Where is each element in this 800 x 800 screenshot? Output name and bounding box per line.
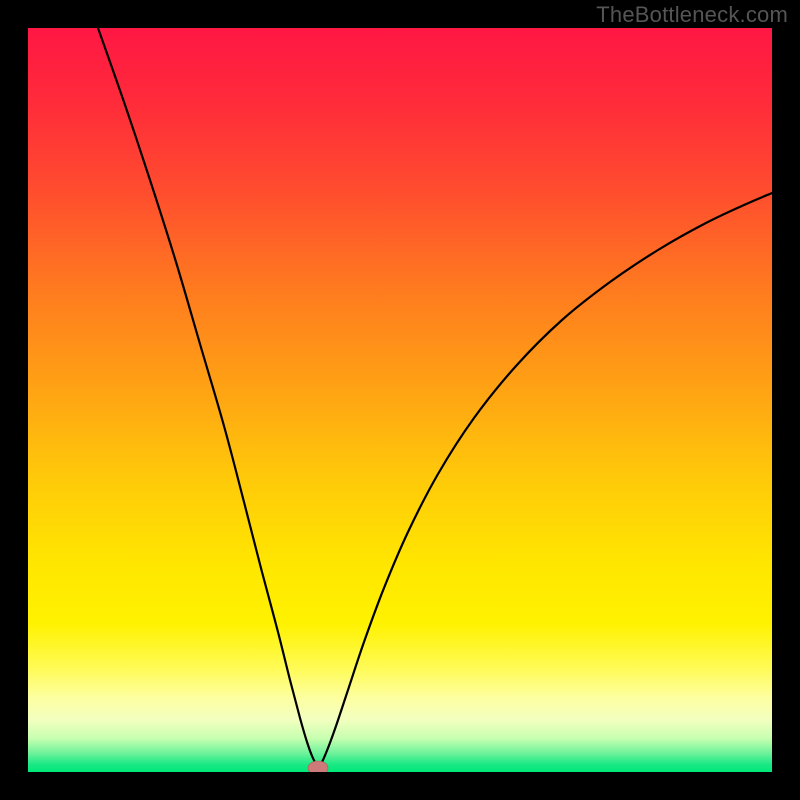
bottleneck-curve <box>28 28 772 772</box>
plot-area <box>28 28 772 772</box>
optimal-point-marker <box>306 759 330 772</box>
watermark-text: TheBottleneck.com <box>596 2 788 28</box>
